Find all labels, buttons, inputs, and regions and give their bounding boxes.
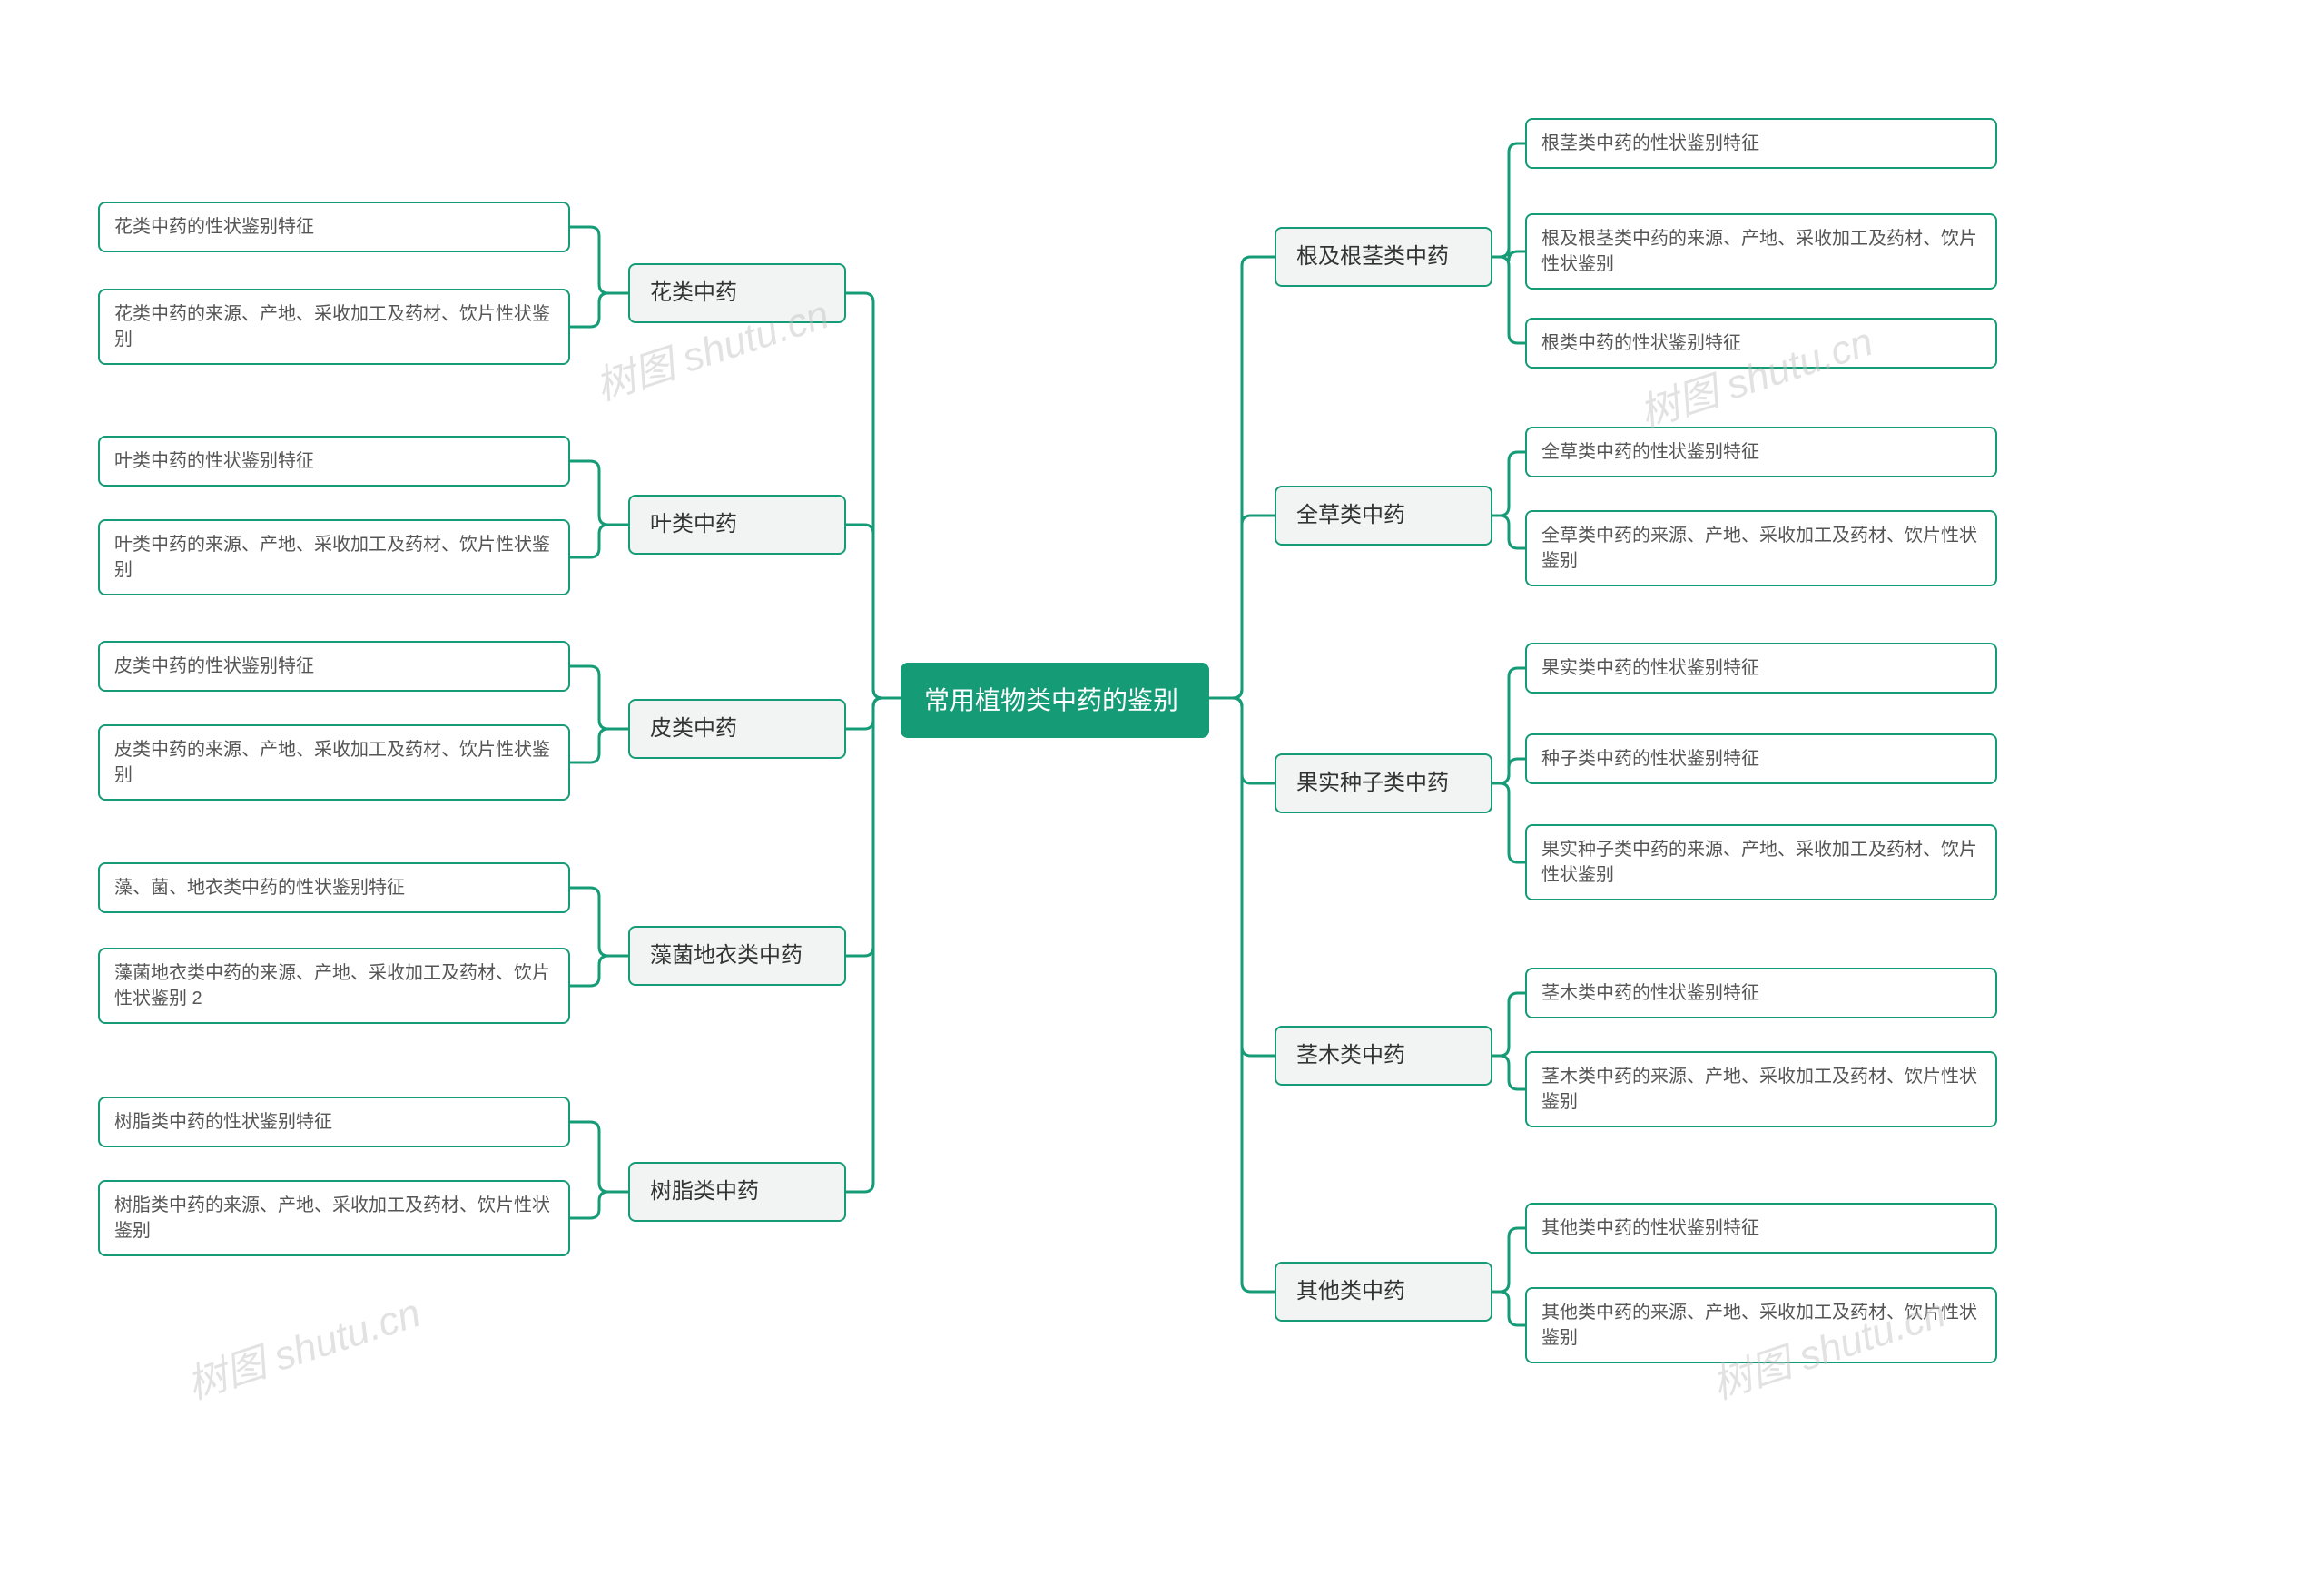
right-branch-4-label: 其他类中药 (1296, 1279, 1405, 1303)
right-branch-4: 其他类中药 (1275, 1262, 1492, 1322)
right-leaf-0-2-label: 根类中药的性状鉴别特征 (1541, 333, 1741, 353)
right-branch-1-label: 全草类中药 (1296, 503, 1405, 527)
left-leaf-4-1-label: 树脂类中药的来源、产地、采收加工及药材、饮片性状鉴别 (114, 1195, 550, 1241)
right-leaf-1-0: 全草类中药的性状鉴别特征 (1525, 427, 1997, 477)
left-leaf-2-1-label: 皮类中药的来源、产地、采收加工及药材、饮片性状鉴别 (114, 740, 550, 785)
right-leaf-3-0: 茎木类中药的性状鉴别特征 (1525, 968, 1997, 1018)
right-leaf-0-1: 根及根茎类中药的来源、产地、采收加工及药材、饮片性状鉴别 (1525, 213, 1997, 290)
right-leaf-0-1-label: 根及根茎类中药的来源、产地、采收加工及药材、饮片性状鉴别 (1541, 229, 1977, 274)
left-branch-2-label: 皮类中药 (650, 716, 737, 741)
right-leaf-3-1: 茎木类中药的来源、产地、采收加工及药材、饮片性状鉴别 (1525, 1051, 1997, 1127)
left-leaf-4-0-label: 树脂类中药的性状鉴别特征 (114, 1112, 332, 1132)
right-leaf-0-0-label: 根茎类中药的性状鉴别特征 (1541, 133, 1759, 153)
right-branch-3: 茎木类中药 (1275, 1026, 1492, 1086)
left-leaf-0-1-label: 花类中药的来源、产地、采收加工及药材、饮片性状鉴别 (114, 304, 550, 349)
left-leaf-2-1: 皮类中药的来源、产地、采收加工及药材、饮片性状鉴别 (98, 724, 570, 801)
left-leaf-1-0-label: 叶类中药的性状鉴别特征 (114, 451, 314, 471)
left-branch-0-label: 花类中药 (650, 280, 737, 305)
left-leaf-0-1: 花类中药的来源、产地、采收加工及药材、饮片性状鉴别 (98, 289, 570, 365)
right-branch-3-label: 茎木类中药 (1296, 1043, 1405, 1067)
right-leaf-1-1: 全草类中药的来源、产地、采收加工及药材、饮片性状鉴别 (1525, 510, 1997, 586)
right-leaf-2-2: 果实种子类中药的来源、产地、采收加工及药材、饮片性状鉴别 (1525, 824, 1997, 900)
right-leaf-1-0-label: 全草类中药的性状鉴别特征 (1541, 442, 1759, 462)
right-leaf-1-1-label: 全草类中药的来源、产地、采收加工及药材、饮片性状鉴别 (1541, 526, 1977, 571)
right-branch-0: 根及根茎类中药 (1275, 227, 1492, 287)
left-leaf-3-1: 藻菌地衣类中药的来源、产地、采收加工及药材、饮片性状鉴别 2 (98, 948, 570, 1024)
left-leaf-1-1-label: 叶类中药的来源、产地、采收加工及药材、饮片性状鉴别 (114, 535, 550, 580)
left-leaf-2-0-label: 皮类中药的性状鉴别特征 (114, 656, 314, 676)
left-leaf-1-0: 叶类中药的性状鉴别特征 (98, 436, 570, 487)
mindmap-canvas: 常用植物类中药的鉴别 花类中药 花类中药的性状鉴别特征花类中药的来源、产地、采收加工… (0, 0, 2324, 1574)
right-leaf-0-0: 根茎类中药的性状鉴别特征 (1525, 118, 1997, 169)
right-leaf-2-0-label: 果实类中药的性状鉴别特征 (1541, 658, 1759, 678)
left-leaf-3-0-label: 藻、菌、地衣类中药的性状鉴别特征 (114, 878, 405, 898)
left-leaf-4-1: 树脂类中药的来源、产地、采收加工及药材、饮片性状鉴别 (98, 1180, 570, 1256)
right-leaf-4-0: 其他类中药的性状鉴别特征 (1525, 1203, 1997, 1254)
right-leaf-4-1: 其他类中药的来源、产地、采收加工及药材、饮片性状鉴别 (1525, 1287, 1997, 1363)
right-leaf-4-1-label: 其他类中药的来源、产地、采收加工及药材、饮片性状鉴别 (1541, 1303, 1977, 1348)
right-leaf-2-2-label: 果实种子类中药的来源、产地、采收加工及药材、饮片性状鉴别 (1541, 840, 1977, 885)
right-leaf-3-0-label: 茎木类中药的性状鉴别特征 (1541, 983, 1759, 1003)
left-branch-0: 花类中药 (628, 263, 846, 323)
right-leaf-3-1-label: 茎木类中药的来源、产地、采收加工及药材、饮片性状鉴别 (1541, 1067, 1977, 1112)
left-leaf-0-0: 花类中药的性状鉴别特征 (98, 202, 570, 252)
watermark-2: 树图 shutu.cn (179, 1280, 427, 1410)
right-branch-0-label: 根及根茎类中药 (1296, 244, 1449, 269)
left-branch-3-label: 藻菌地衣类中药 (650, 943, 803, 968)
left-branch-1-label: 叶类中药 (650, 512, 737, 536)
left-leaf-4-0: 树脂类中药的性状鉴别特征 (98, 1097, 570, 1147)
left-leaf-2-0: 皮类中药的性状鉴别特征 (98, 641, 570, 692)
root-node-label: 常用植物类中药的鉴别 (924, 686, 1178, 714)
right-branch-2-label: 果实种子类中药 (1296, 771, 1449, 795)
root-node: 常用植物类中药的鉴别 (901, 663, 1209, 738)
left-branch-2: 皮类中药 (628, 699, 846, 759)
left-branch-1: 叶类中药 (628, 495, 846, 555)
right-branch-2: 果实种子类中药 (1275, 753, 1492, 813)
left-branch-4: 树脂类中药 (628, 1162, 846, 1222)
right-leaf-2-1: 种子类中药的性状鉴别特征 (1525, 733, 1997, 784)
left-branch-4-label: 树脂类中药 (650, 1179, 759, 1204)
right-leaf-4-0-label: 其他类中药的性状鉴别特征 (1541, 1218, 1759, 1238)
right-branch-1: 全草类中药 (1275, 486, 1492, 546)
left-leaf-3-1-label: 藻菌地衣类中药的来源、产地、采收加工及药材、饮片性状鉴别 2 (114, 963, 550, 1008)
left-branch-3: 藻菌地衣类中药 (628, 926, 846, 986)
right-leaf-2-0: 果实类中药的性状鉴别特征 (1525, 643, 1997, 694)
right-leaf-2-1-label: 种子类中药的性状鉴别特征 (1541, 749, 1759, 769)
left-leaf-0-0-label: 花类中药的性状鉴别特征 (114, 217, 314, 237)
left-leaf-3-0: 藻、菌、地衣类中药的性状鉴别特征 (98, 862, 570, 913)
right-leaf-0-2: 根类中药的性状鉴别特征 (1525, 318, 1997, 369)
left-leaf-1-1: 叶类中药的来源、产地、采收加工及药材、饮片性状鉴别 (98, 519, 570, 595)
